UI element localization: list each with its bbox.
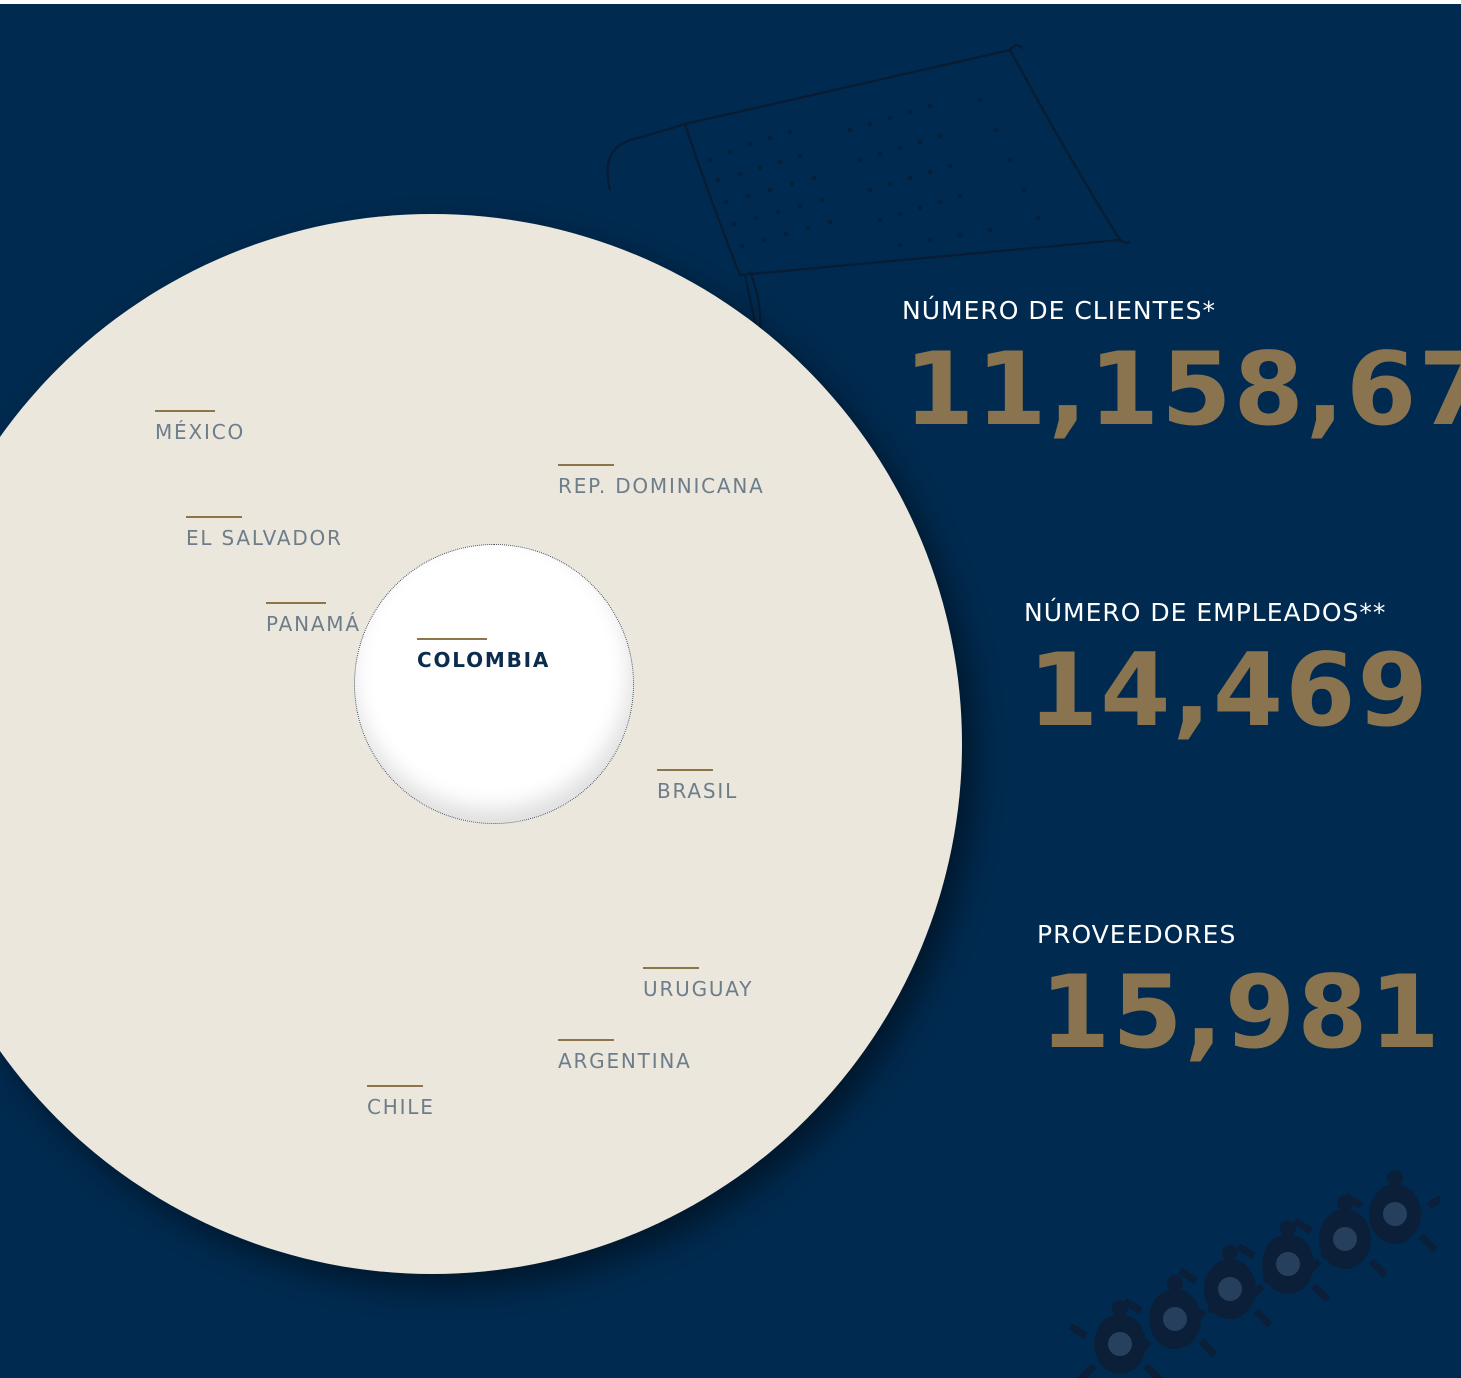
stat-empleados-value: 14,469 [1028,631,1430,749]
country-rule [155,410,215,412]
country-label: COLOMBIA [417,648,551,672]
country-rule [367,1085,423,1087]
country-rule [643,967,699,969]
country-brasil: BRASIL [657,769,738,803]
colombia-highlight-circle [354,544,634,824]
country-label: URUGUAY [643,977,754,1001]
country-panama: PANAMÁ [266,602,361,636]
country-el-salvador: EL SALVADOR [186,516,343,550]
country-chile: CHILE [367,1085,435,1119]
country-rep-dominicana: REP. DOMINICANA [558,464,765,498]
turtle-figures-icon [1068,1170,1440,1378]
country-rule [558,1039,614,1041]
country-label: EL SALVADOR [186,526,343,550]
country-rule [558,464,614,466]
stat-clientes-label: NÚMERO DE CLIENTES* [902,296,1217,325]
country-argentina: ARGENTINA [558,1039,692,1073]
stat-proveedores-value: 15,981 [1040,953,1442,1071]
country-label: REP. DOMINICANA [558,474,765,498]
country-colombia: COLOMBIA [417,638,550,672]
country-rule [657,769,713,771]
country-label: ARGENTINA [558,1049,692,1073]
country-mexico: MÉXICO [155,410,245,444]
country-label: BRASIL [657,779,739,803]
stat-clientes-value: 11,158,671 [904,330,1461,448]
country-label: MÉXICO [155,420,245,444]
country-rule [266,602,326,604]
country-label: CHILE [367,1095,435,1119]
country-rule [186,516,242,518]
country-label: PANAMÁ [266,612,361,636]
woven-textile-sketch-icon [606,44,1130,337]
infographic-panel: MÉXICO REP. DOMINICANA EL SALVADOR PANAM… [0,4,1461,1378]
stat-empleados-label: NÚMERO DE EMPLEADOS** [1024,598,1387,627]
country-rule [417,638,487,640]
stat-proveedores-label: PROVEEDORES [1037,920,1237,949]
country-uruguay: URUGUAY [643,967,753,1001]
